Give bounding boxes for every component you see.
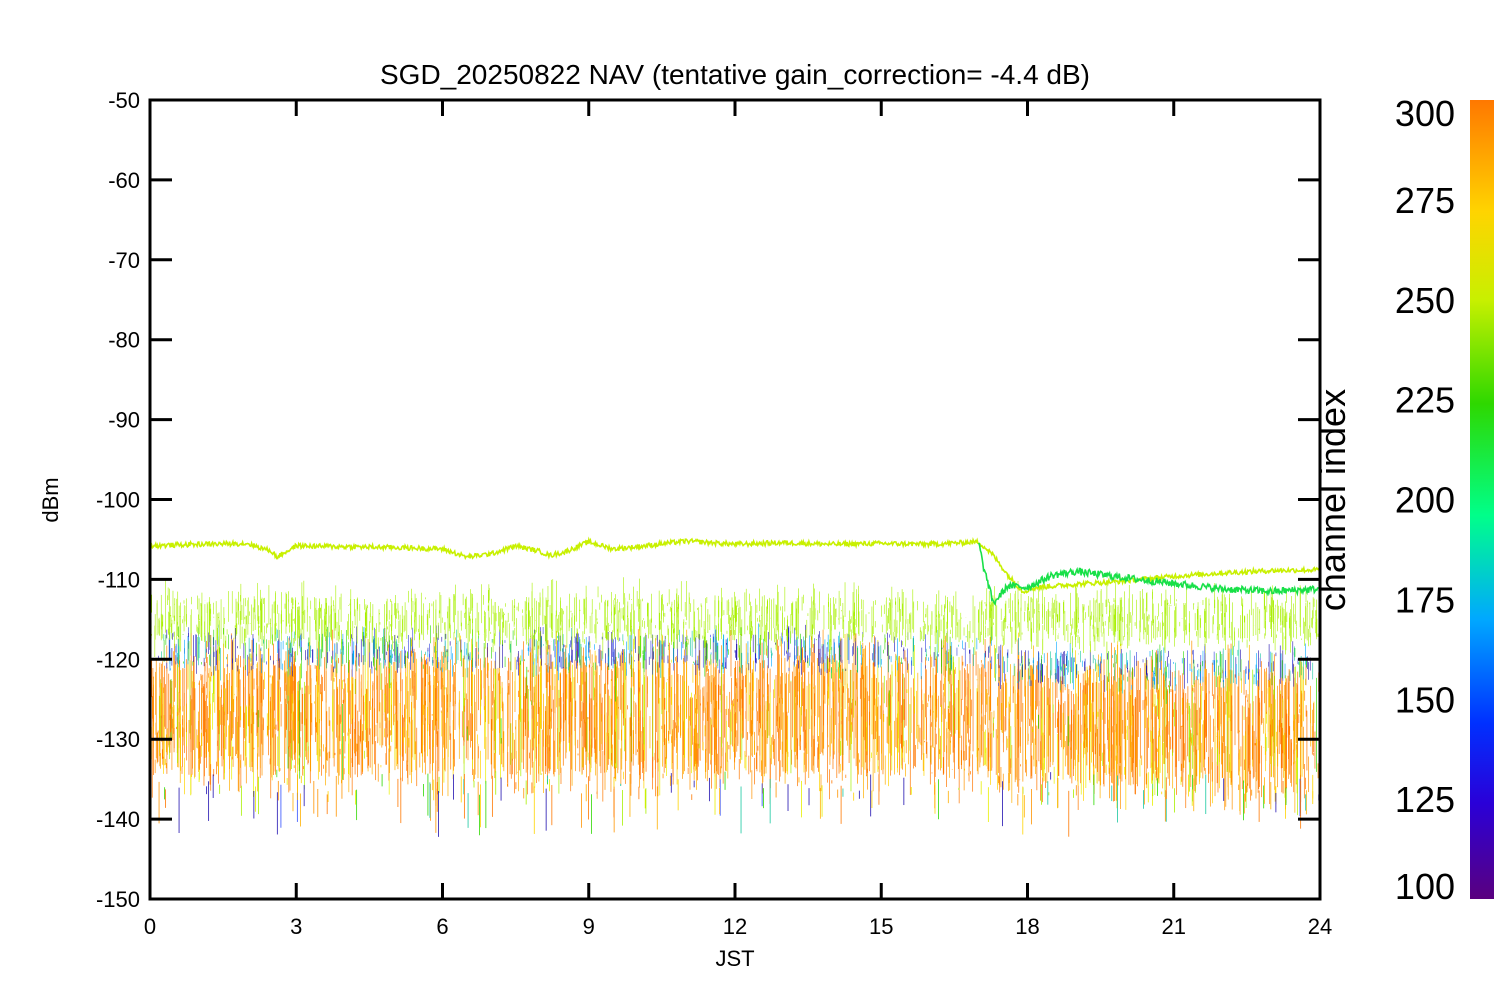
colorbar-tick-label: 100 — [1395, 866, 1455, 907]
colorbar-tick-label: 175 — [1395, 579, 1455, 620]
colorbar-ticks: 300 275 250 225 200 175 150 125 100 — [1395, 93, 1455, 907]
x-tick-label: 15 — [869, 914, 893, 939]
x-tick-label: 18 — [1015, 914, 1039, 939]
x-tick-label: 9 — [583, 914, 595, 939]
x-tick-label: 6 — [436, 914, 448, 939]
colorbar-tick-label: 200 — [1395, 480, 1455, 521]
noise-band — [150, 623, 1314, 694]
noise-band — [150, 626, 1320, 816]
y-tick-label: -100 — [96, 488, 140, 513]
y-tick-label: -110 — [98, 567, 140, 592]
colorbar-tick-label: 250 — [1395, 280, 1455, 321]
x-tick-label: 12 — [723, 914, 747, 939]
y-tick-label: -80 — [108, 328, 140, 353]
y-tick-label: -150 — [96, 887, 140, 912]
colorbar-tick-label: 125 — [1395, 779, 1455, 820]
y-tick-label: -120 — [96, 647, 140, 672]
y-tick-label: -50 — [108, 88, 140, 113]
chart-title: SGD_20250822 NAV (tentative gain_correct… — [380, 59, 1090, 90]
x-tick-label: 21 — [1162, 914, 1186, 939]
plot-area — [150, 536, 1320, 837]
y-tick-label: -140 — [96, 807, 140, 832]
noise-outliers — [158, 771, 1320, 837]
colorbar: 300 275 250 225 200 175 150 125 100 channel inde… — [1312, 93, 1494, 907]
y-axis-label: dBm — [38, 477, 63, 522]
colorbar-tick-label: 150 — [1395, 679, 1455, 720]
x-tick-label: 0 — [144, 914, 156, 939]
colorbar-gradient — [1470, 100, 1494, 899]
series-line — [978, 542, 1320, 607]
colorbar-tick-label: 275 — [1395, 180, 1455, 221]
x-tick-label: 24 — [1308, 914, 1332, 939]
y-axis: -50 -60 -70 -80 -90 -100 -110 -120 -130 -140 -150 — [96, 88, 1320, 912]
x-tick-label: 3 — [290, 914, 302, 939]
y-tick-label: -90 — [108, 408, 140, 433]
noise-bands — [150, 577, 1320, 837]
y-tick-label: -130 — [96, 727, 140, 752]
series-line — [150, 536, 1320, 595]
y-tick-label: -60 — [108, 168, 140, 193]
y-tick-label: -70 — [108, 248, 140, 273]
series-lines — [150, 536, 1320, 607]
colorbar-label: channel index — [1312, 389, 1353, 611]
noise-band — [150, 577, 1320, 661]
colorbar-tick-label: 225 — [1395, 380, 1455, 421]
x-axis: 0 3 6 9 12 15 18 21 24 — [144, 100, 1332, 939]
colorbar-tick-label: 300 — [1395, 93, 1455, 134]
x-axis-label: JST — [715, 946, 754, 971]
